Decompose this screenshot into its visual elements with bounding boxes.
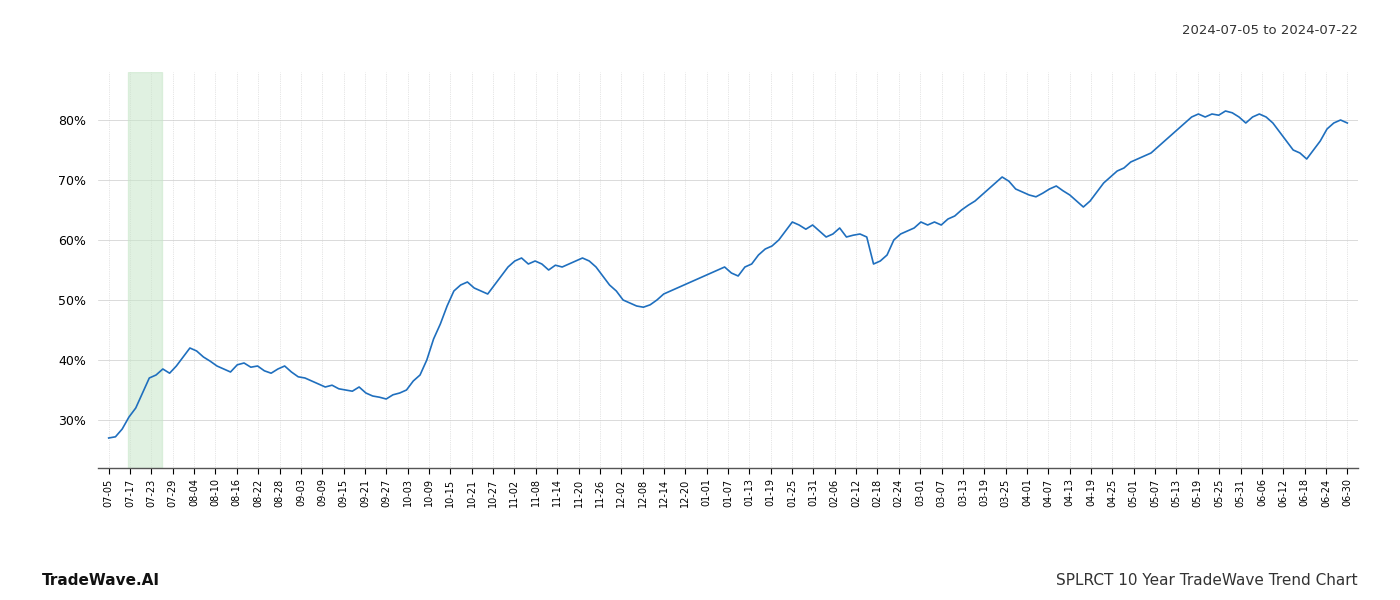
Text: TradeWave.AI: TradeWave.AI — [42, 573, 160, 588]
Text: 2024-07-05 to 2024-07-22: 2024-07-05 to 2024-07-22 — [1182, 24, 1358, 37]
Text: SPLRCT 10 Year TradeWave Trend Chart: SPLRCT 10 Year TradeWave Trend Chart — [1057, 573, 1358, 588]
Bar — [127, 72, 162, 468]
